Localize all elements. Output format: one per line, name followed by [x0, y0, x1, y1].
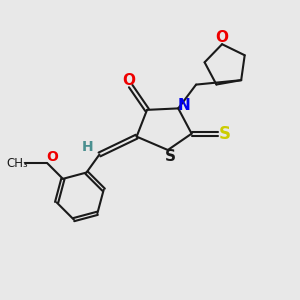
Text: O: O	[46, 150, 58, 164]
Text: H: H	[82, 140, 93, 154]
Text: S: S	[219, 125, 231, 143]
Text: N: N	[178, 98, 190, 113]
Text: O: O	[216, 30, 229, 45]
Text: CH₃: CH₃	[6, 157, 28, 170]
Text: S: S	[165, 149, 176, 164]
Text: O: O	[123, 73, 136, 88]
